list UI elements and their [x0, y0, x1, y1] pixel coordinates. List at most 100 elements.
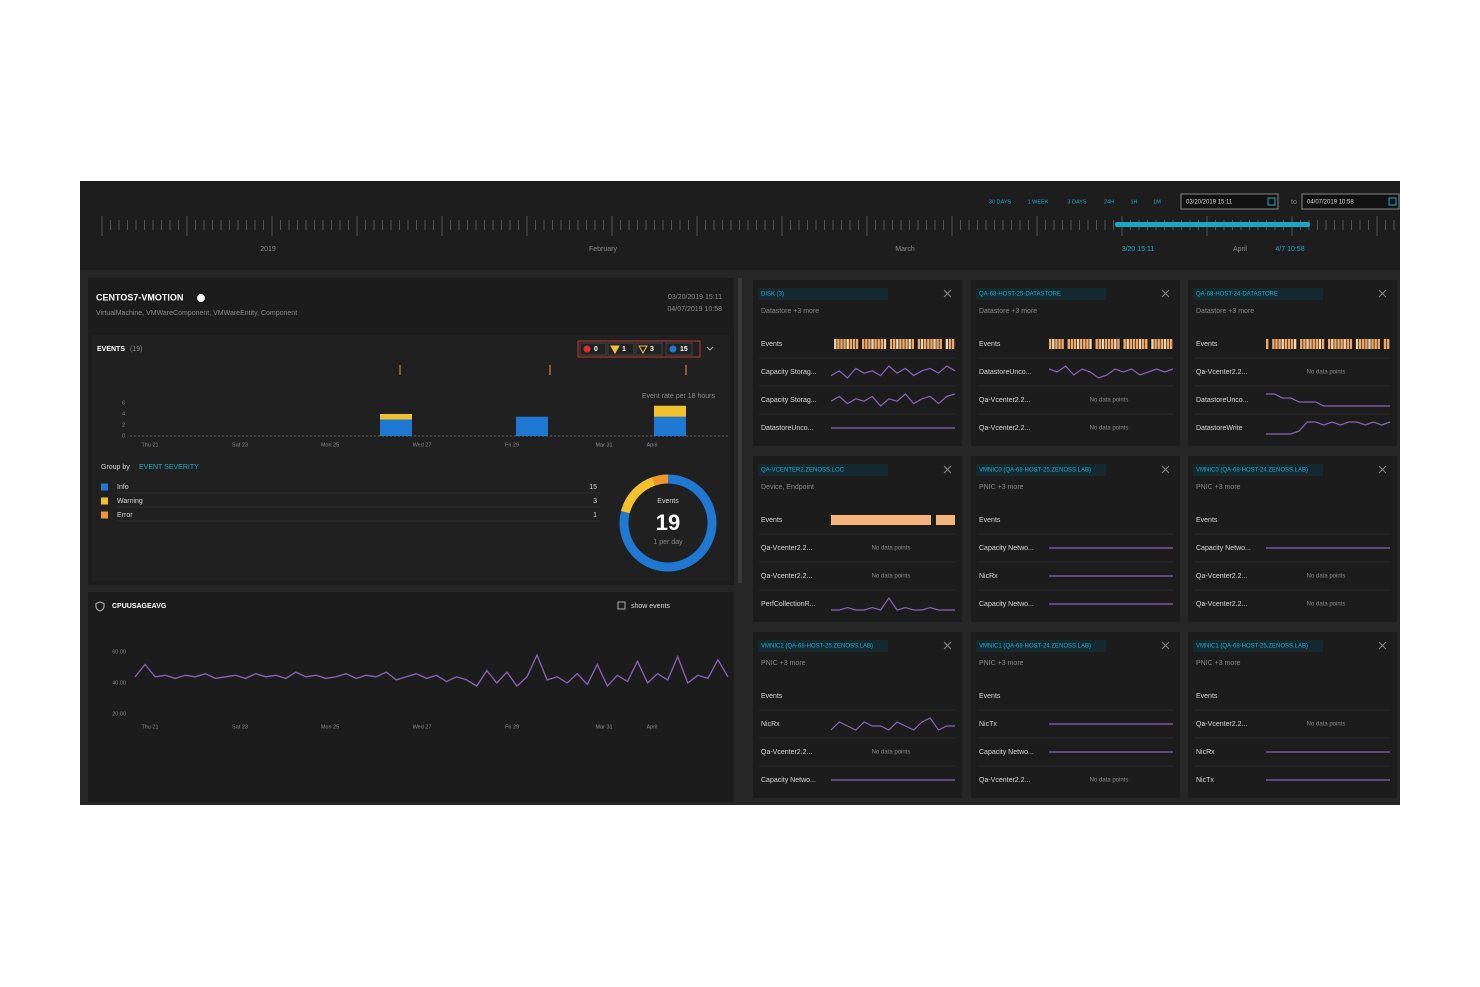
event-stripe: [1362, 339, 1365, 349]
close-icon[interactable]: [1378, 641, 1387, 650]
card-subtitle: Datastore +3 more: [1196, 308, 1254, 315]
metric-label: Qa-Vcenter2.2...: [1196, 721, 1247, 728]
range-button[interactable]: 1M: [1153, 199, 1161, 205]
entity-title: CENTOS7-VMOTION: [96, 292, 183, 302]
event-stripe: [1340, 339, 1343, 349]
date-input[interactable]: [1180, 193, 1279, 210]
badge[interactable]: [635, 342, 663, 356]
sparkline: [1266, 393, 1390, 407]
event-stripe: [924, 339, 927, 349]
range-button[interactable]: 24H: [1104, 199, 1114, 205]
date-input[interactable]: [1301, 193, 1400, 210]
card-subtitle: Datastore +3 more: [979, 308, 1037, 315]
metric-label: DatastoreUnco...: [761, 425, 814, 432]
event-stripe: [1309, 339, 1312, 349]
range-button[interactable]: 30 DAYS: [989, 199, 1012, 205]
event-stripe: [1278, 339, 1281, 349]
y-tick-label: 0: [122, 433, 125, 439]
event-stripe: [862, 339, 865, 349]
close-icon[interactable]: [943, 641, 952, 650]
event-stripe: [1061, 339, 1064, 349]
badge-group: [577, 340, 701, 358]
event-stripe: [1312, 339, 1315, 349]
card-title[interactable]: QA-68-HOST-24-DATASTORE: [1196, 292, 1278, 298]
events-label: EVENTS: [97, 346, 125, 353]
card-title[interactable]: QA-68-HOST-25-DATASTORE: [979, 292, 1061, 298]
card-title[interactable]: VMNIC0 (QA-68-HOST-24.ZENOSS.LAB): [1196, 468, 1308, 474]
event-stripe: [1080, 339, 1083, 349]
event-stripe: [1083, 339, 1086, 349]
card-subtitle: Device, Endpoint: [761, 484, 814, 491]
card-subtitle: PNIC +3 more: [761, 660, 806, 667]
sparkline: [1048, 365, 1174, 379]
metric-card: [753, 632, 962, 798]
donut-label: Events: [657, 498, 679, 505]
calendar-icon: [1267, 197, 1276, 206]
event-stripe: [855, 339, 859, 349]
event-stripe: [852, 339, 856, 349]
close-icon[interactable]: [943, 289, 952, 298]
x-tick-label: Mar 31: [595, 442, 612, 448]
event-stripe: [865, 339, 868, 349]
event-strip: [936, 515, 955, 525]
show-events[interactable]: show events: [631, 603, 670, 610]
metric-label: Qa-Vcenter2.2...: [979, 397, 1030, 404]
donut-segment: [619, 474, 717, 572]
range-button[interactable]: 3 DAYS: [1067, 199, 1086, 205]
card-title-box: [1193, 640, 1323, 652]
metric-label: Qa-Vcenter2.2...: [761, 573, 812, 580]
legend-swatch: [101, 511, 108, 519]
card-title-box: [758, 464, 888, 476]
event-stripe: [834, 339, 837, 349]
event-stripe: [880, 339, 883, 349]
event-stripe: [1303, 339, 1306, 349]
metric-label: Qa-Vcenter2.2...: [1196, 601, 1247, 608]
card-title[interactable]: VMNIC1 (QA-68-HOST-25.ZENOSS.LAB): [1196, 644, 1308, 650]
range-button[interactable]: 1 WEEK: [1028, 199, 1049, 205]
time-window: [1115, 222, 1310, 227]
event-stripe: [1049, 339, 1052, 349]
event-stripe: [889, 339, 893, 349]
close-icon[interactable]: [943, 465, 952, 474]
card-title[interactable]: VMNIC0 (QA-68-HOST-25.ZENOSS.LAB): [979, 468, 1091, 474]
legend-swatch: [101, 483, 108, 491]
checkbox[interactable]: [617, 601, 626, 610]
close-icon[interactable]: [1161, 465, 1170, 474]
x-tick-label: Mar 31: [595, 724, 612, 730]
metric-card: [1188, 280, 1397, 446]
close-icon[interactable]: [1378, 289, 1387, 298]
metric-card: [1188, 456, 1397, 622]
event-stripe: [1114, 339, 1117, 349]
event-stripe: [1272, 339, 1275, 349]
card-title-box: [976, 640, 1106, 652]
metric-label: DatastoreWrite: [1196, 425, 1243, 432]
close-icon[interactable]: [1161, 289, 1170, 298]
event-stripe: [1334, 339, 1337, 349]
card-title[interactable]: QA-VCENTER2.ZENOSS.LOC: [761, 468, 845, 474]
legend-swatch: [101, 497, 108, 505]
event-stripe: [911, 339, 914, 349]
range-button[interactable]: 1H: [1130, 199, 1137, 205]
event-stripe: [1098, 339, 1101, 349]
event-stripe: [1095, 339, 1098, 349]
legend-name: Warning: [117, 498, 143, 505]
metric-label: Events: [761, 517, 783, 524]
no-data: No data points: [872, 546, 911, 552]
metric-card: [971, 280, 1180, 446]
event-stripe: [883, 339, 887, 349]
card-title-box: [976, 288, 1106, 300]
close-icon[interactable]: [1378, 465, 1387, 474]
badge-icon: [583, 345, 591, 353]
card-title[interactable]: VMNIC2 (QA-68-HOST-25.ZENOSS.LAB): [761, 644, 873, 650]
metric-label: Qa-Vcenter2.2...: [979, 425, 1030, 432]
group-field[interactable]: EVENT SEVERITY: [139, 464, 199, 471]
sparkline: [1266, 421, 1391, 435]
close-icon[interactable]: [1161, 641, 1170, 650]
legend-count: 1: [593, 512, 597, 519]
dropdown[interactable]: [706, 346, 714, 351]
card-title[interactable]: VMNIC1 (QA-68-HOST-24.ZENOSS.LAB): [979, 644, 1091, 650]
event-stripe: [1371, 339, 1374, 349]
badge[interactable]: [607, 342, 635, 356]
badge-icon: [638, 345, 648, 355]
card-title[interactable]: DISK (3): [761, 292, 784, 298]
